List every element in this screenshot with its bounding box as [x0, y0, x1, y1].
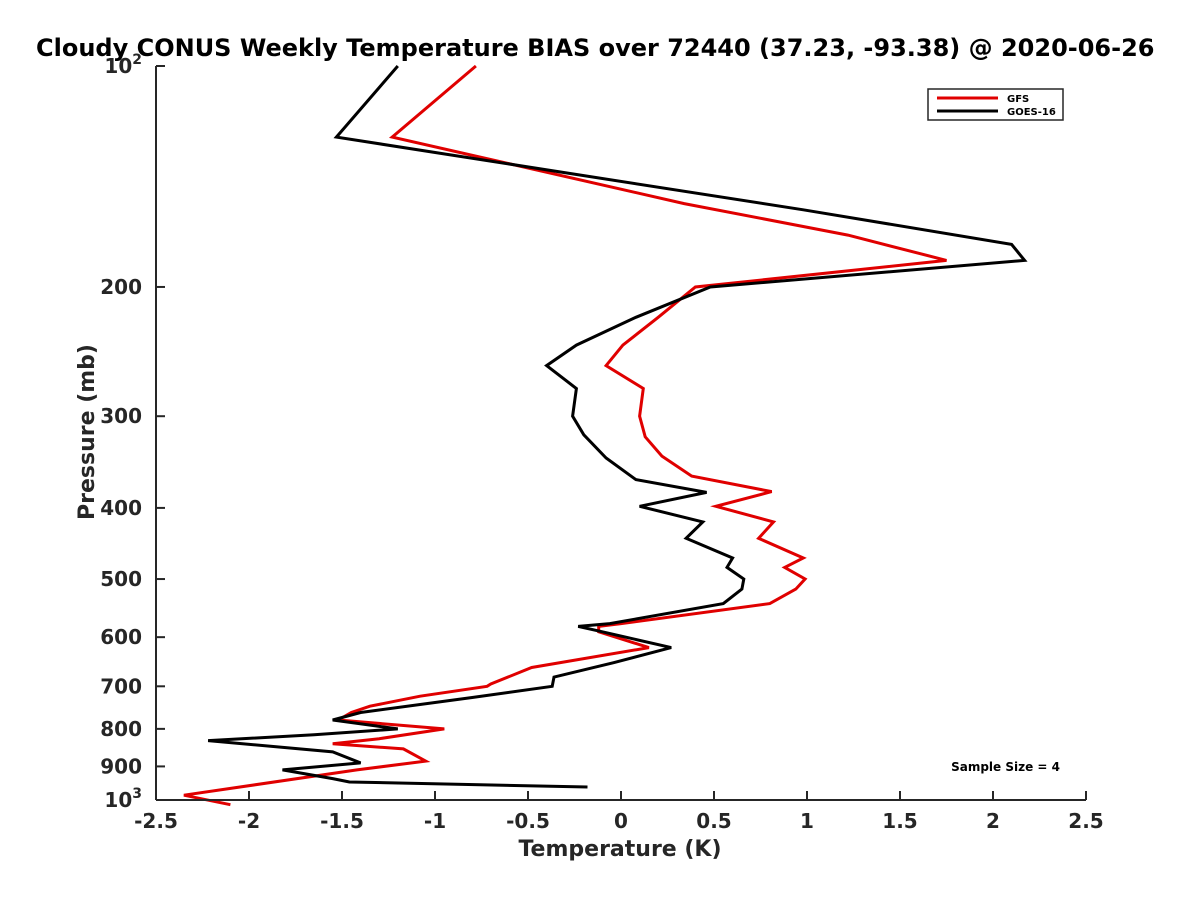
- x-tick-label: -0.5: [506, 809, 550, 833]
- x-tick-label: 0.5: [696, 809, 731, 833]
- y-tick-label-exponent: 3: [132, 786, 142, 802]
- chart-title: Cloudy CONUS Weekly Temperature BIAS ove…: [36, 34, 1154, 62]
- y-tick-label: 900: [100, 754, 142, 778]
- y-tick-label-exponent: 2: [132, 52, 142, 68]
- x-tick-label: -2.5: [134, 809, 178, 833]
- x-axis-label: Temperature (K): [518, 837, 721, 862]
- x-tick-label: -2: [238, 809, 260, 833]
- y-tick-label-base: 10: [104, 788, 132, 812]
- x-tick-label: -1.5: [320, 809, 364, 833]
- x-tick-label: 0: [614, 809, 628, 833]
- y-axis-label: Pressure (mb): [75, 344, 100, 520]
- y-tick-label: 300: [100, 404, 142, 428]
- x-tick-label: 2: [986, 809, 1000, 833]
- series-layer: [183, 64, 1028, 807]
- axes-layer: -2.5 -2 -1.5 -1 -0.5 0 0.5 1 1.5 2 2.5102200300400…: [100, 52, 1103, 833]
- y-tick-label: 800: [100, 717, 142, 741]
- y-tick-label: 400: [100, 496, 142, 520]
- x-tick-label: 1.5: [882, 809, 917, 833]
- x-tick-label: 2.5: [1068, 809, 1103, 833]
- sample-size-annotation: Sample Size = 4: [951, 760, 1060, 774]
- y-tick-label: 500: [100, 567, 142, 591]
- legend-box: [927, 88, 1064, 121]
- legend-label: GOES-16: [1007, 107, 1056, 118]
- x-tick-label: 1: [800, 809, 814, 833]
- series-line-gfs: [183, 64, 947, 807]
- y-tick-label: 200: [100, 275, 142, 299]
- y-tick-label: 700: [100, 674, 142, 698]
- legend: GFS GOES-16: [927, 88, 1064, 121]
- y-tick-label: 102: [104, 52, 142, 78]
- y-tick-label: 600: [100, 625, 142, 649]
- series-line-goes-16: [207, 65, 1028, 789]
- y-tick-label: 103: [104, 786, 142, 812]
- legend-label: GFS: [1007, 94, 1029, 105]
- x-tick-label: -1: [424, 809, 446, 833]
- y-tick-label-base: 10: [104, 54, 132, 78]
